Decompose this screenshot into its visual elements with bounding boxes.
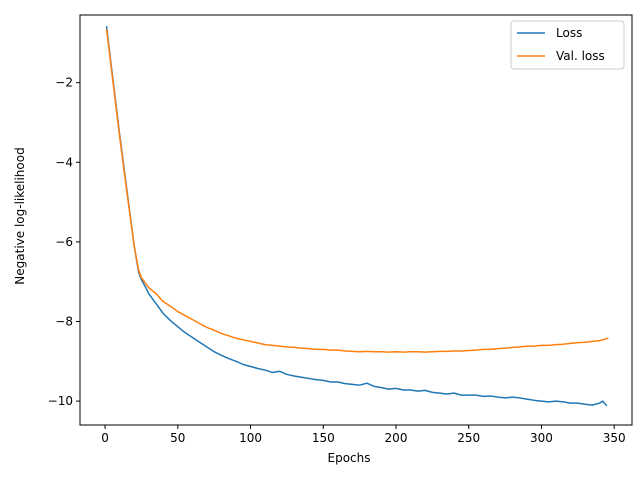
x-tick-label: 300 bbox=[530, 431, 553, 445]
x-tick-label: 100 bbox=[239, 431, 262, 445]
x-tick-label: 150 bbox=[312, 431, 335, 445]
y-axis-label: Negative log-likelihood bbox=[13, 147, 27, 284]
legend-label-loss: Loss bbox=[556, 26, 582, 40]
y-tick-label: −10 bbox=[48, 394, 73, 408]
legend-label-val-loss: Val. loss bbox=[556, 49, 605, 63]
x-tick-label: 0 bbox=[101, 431, 109, 445]
series-line-val-loss bbox=[105, 28, 609, 353]
x-tick-label: 200 bbox=[385, 431, 408, 445]
x-tick-label: 50 bbox=[170, 431, 185, 445]
legend: Loss Val. loss bbox=[510, 20, 625, 70]
x-axis-label: Epochs bbox=[328, 451, 371, 465]
ticks-layer: 0 50 100 150 200 250 300 350 −2 −4 −6 −8 −10 bbox=[48, 76, 626, 445]
x-tick-label: 250 bbox=[457, 431, 480, 445]
series-layer bbox=[105, 26, 609, 407]
y-tick-label: −8 bbox=[55, 315, 73, 329]
y-tick-label: −2 bbox=[55, 76, 73, 90]
y-tick-label: −4 bbox=[55, 155, 73, 169]
plot-frame bbox=[79, 14, 633, 426]
series-line-loss bbox=[105, 26, 608, 407]
y-tick-label: −6 bbox=[55, 235, 73, 249]
x-tick-label: 350 bbox=[603, 431, 626, 445]
